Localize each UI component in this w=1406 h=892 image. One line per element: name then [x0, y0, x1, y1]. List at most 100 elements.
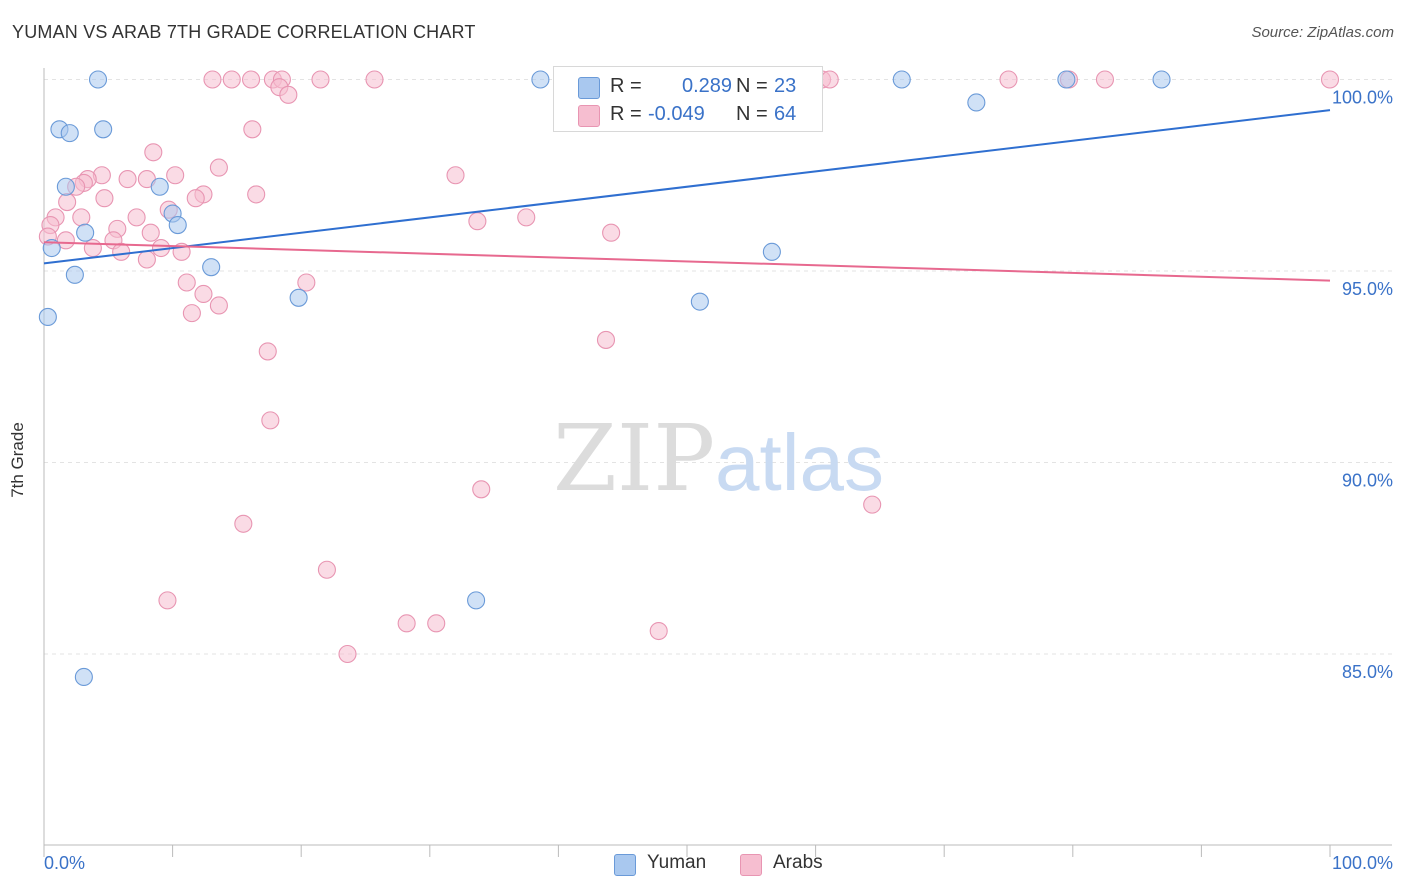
arabs-swatch: [578, 105, 600, 127]
source-note: Source: ZipAtlas.com: [1251, 24, 1394, 41]
tick-labels: 85.0% 90.0% 95.0% 100.0% 0.0% 100.0%: [44, 88, 1393, 874]
arabs-point: [338, 644, 357, 664]
axes: [43, 68, 1392, 857]
yuman-point: [967, 93, 986, 112]
arabs-point: [649, 621, 668, 641]
yuman-point: [892, 70, 911, 89]
arabs-point: [234, 514, 253, 533]
y-tick-label: 95.0%: [1342, 279, 1393, 299]
yuman-n-value: 23: [774, 75, 797, 97]
arabs-point: [261, 411, 280, 430]
arabs-point: [243, 120, 262, 139]
legend-arabs-label: Arabs: [773, 852, 823, 873]
yuman-point: [42, 238, 61, 258]
yuman-point: [65, 265, 84, 284]
arabs-point: [209, 296, 228, 315]
yuman-point: [150, 177, 169, 196]
gridlines: [44, 79, 1392, 655]
yuman-n-label: N =: [736, 75, 768, 97]
watermark: ZIP atlas: [553, 405, 884, 512]
yuman-point: [202, 258, 221, 277]
arabs-point: [144, 143, 163, 162]
arabs-trend-line: [43, 241, 1331, 282]
arabs-point: [311, 70, 330, 89]
arabs-point: [209, 158, 228, 177]
yuman-point: [94, 120, 113, 139]
arabs-point: [247, 185, 266, 204]
arabs-point: [472, 480, 491, 499]
arabs-point: [186, 189, 205, 208]
arabs-points: [38, 70, 1340, 664]
yuman-point: [762, 242, 781, 261]
arabs-point: [194, 284, 213, 304]
yuman-point: [56, 177, 75, 196]
arabs-point: [258, 342, 277, 361]
arabs-point: [446, 166, 465, 185]
arabs-point: [397, 614, 416, 633]
arabs-point: [56, 231, 75, 250]
arabs-point: [177, 273, 196, 292]
arabs-point: [241, 70, 261, 89]
yuman-point: [168, 215, 187, 235]
y-tick-label: 100.0%: [1332, 88, 1393, 108]
yuman-point: [289, 288, 308, 307]
yuman-point: [74, 667, 93, 687]
stats-legend: R = 0.289 N = 23 R = -0.049 N = 64: [553, 66, 823, 132]
arabs-point: [203, 70, 222, 89]
arabs-point: [317, 560, 336, 579]
arabs-point: [112, 242, 131, 261]
arabs-point: [137, 250, 156, 269]
arabs-point: [83, 238, 102, 258]
arabs-point: [158, 591, 177, 610]
legend-yuman-label: Yuman: [647, 852, 707, 873]
yuman-point: [467, 591, 486, 610]
arabs-point: [127, 208, 146, 227]
x-tick-label-min: 0.0%: [44, 853, 85, 873]
y-tick-label: 85.0%: [1342, 662, 1393, 682]
yuman-point: [76, 223, 95, 242]
arabs-point: [141, 223, 160, 242]
arabs-point: [279, 85, 298, 104]
yuman-r-value: 0.289: [682, 75, 733, 97]
watermark-zip: ZIP: [553, 405, 715, 512]
arabs-point: [72, 208, 91, 227]
arabs-point: [182, 304, 201, 323]
arabs-point: [297, 273, 316, 292]
arabs-point: [602, 223, 621, 242]
arabs-point: [58, 193, 77, 212]
legend-arabs-swatch: [740, 854, 762, 876]
yuman-trend-line: [43, 109, 1331, 265]
yuman-point: [690, 292, 709, 311]
yuman-point: [60, 124, 79, 143]
x-tick-label-max: 100.0%: [1332, 853, 1393, 873]
chart-title: YUMAN VS ARAB 7TH GRADE CORRELATION CHAR…: [12, 22, 476, 42]
yuman-point: [531, 70, 550, 89]
arabs-point: [222, 70, 241, 89]
arabs-point: [517, 208, 536, 227]
arabs-point: [95, 189, 114, 208]
legend-yuman-swatch: [614, 854, 636, 876]
arabs-r-value: -0.049: [648, 103, 705, 125]
arabs-r-label: R =: [610, 103, 642, 125]
arabs-point: [820, 70, 839, 89]
yuman-point: [38, 307, 57, 327]
arabs-n-label: N =: [736, 103, 768, 125]
watermark-atlas: atlas: [715, 418, 884, 507]
trend-lines: [43, 109, 1331, 282]
yuman-points: [38, 70, 1171, 687]
arabs-point: [1095, 70, 1114, 89]
arabs-point: [863, 495, 882, 514]
arabs-point: [427, 614, 446, 633]
arabs-point: [118, 170, 137, 189]
arabs-point: [999, 70, 1018, 89]
yuman-r-label: R =: [610, 75, 642, 97]
arabs-point: [365, 70, 384, 89]
arabs-point: [166, 166, 185, 185]
yuman-point: [88, 70, 108, 89]
yuman-point: [1057, 70, 1076, 89]
y-tick-label: 90.0%: [1342, 471, 1393, 491]
arabs-point: [468, 212, 487, 231]
yuman-point: [1152, 70, 1171, 89]
arabs-point: [1320, 70, 1340, 89]
